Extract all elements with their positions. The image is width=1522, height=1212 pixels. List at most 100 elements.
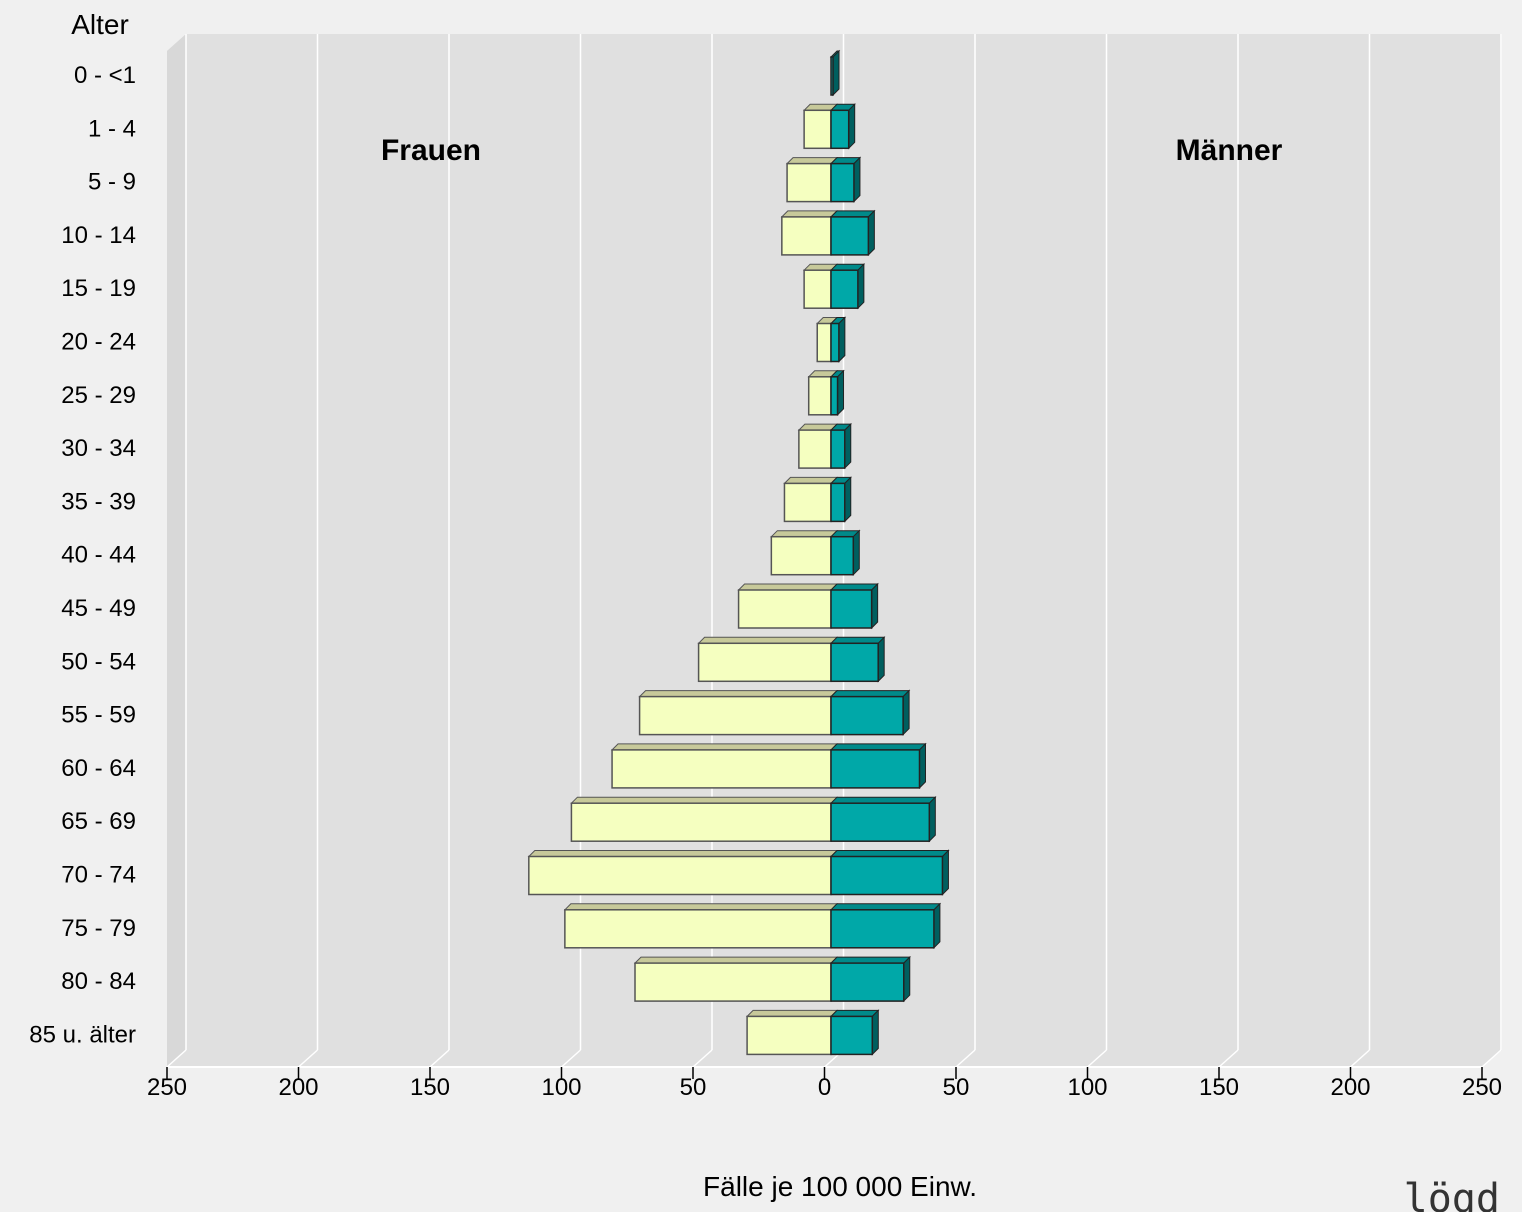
bar-maenner-side bbox=[941, 849, 949, 896]
bar-maenner-top bbox=[829, 796, 937, 804]
bar-frauen bbox=[528, 855, 832, 896]
gridline-floor bbox=[1218, 1049, 1239, 1068]
bar-maenner bbox=[830, 162, 855, 203]
gridline-floor bbox=[1086, 1049, 1108, 1068]
right-side-label: Männer bbox=[1176, 134, 1283, 167]
age-group-label: 40 - 44 bbox=[61, 542, 136, 569]
x-axis: 250 200 150 100 50 0 50 100 150 200 250 bbox=[147, 1066, 1502, 1101]
bar-frauen-top bbox=[527, 850, 839, 857]
bar-frauen bbox=[564, 909, 832, 949]
bar-maenner-top bbox=[829, 210, 876, 218]
gridline-floor bbox=[297, 1049, 319, 1068]
age-group-label: 1 - 4 bbox=[88, 115, 136, 142]
bar-frauen bbox=[783, 482, 832, 523]
gridline-floor bbox=[1349, 1049, 1371, 1068]
bar-group bbox=[829, 49, 841, 97]
bar-group bbox=[745, 1009, 880, 1056]
bar-frauen-top bbox=[697, 636, 839, 644]
age-group-label: 45 - 49 bbox=[61, 595, 136, 622]
bar-frauen-top bbox=[638, 690, 839, 698]
bar-maenner bbox=[830, 589, 873, 629]
bar-frauen bbox=[816, 322, 832, 363]
gridline-floor bbox=[560, 1049, 582, 1068]
age-group-label: 80 - 84 bbox=[61, 968, 136, 995]
age-group-label: 5 - 9 bbox=[88, 169, 136, 196]
bar-group bbox=[797, 422, 852, 470]
bar-maenner-side bbox=[933, 902, 941, 950]
x-tick-label: 250 bbox=[1462, 1074, 1502, 1101]
bar-maenner-side bbox=[867, 209, 875, 257]
bar-group bbox=[770, 529, 861, 576]
bar-frauen bbox=[770, 535, 832, 576]
bar-maenner-side bbox=[837, 369, 845, 417]
bar-maenner-side bbox=[903, 955, 911, 1003]
bar-frauen bbox=[798, 429, 832, 469]
x-axis-title: Fälle je 100 000 Einw. bbox=[703, 1171, 977, 1202]
gridline-floor bbox=[166, 1049, 187, 1068]
x-tick-label: 0 bbox=[818, 1074, 831, 1101]
bar-maenner bbox=[830, 962, 905, 1002]
bar-maenner bbox=[830, 56, 834, 96]
x-tick-label: 100 bbox=[541, 1074, 581, 1101]
bar-maenner bbox=[830, 429, 846, 469]
age-group-label: 25 - 29 bbox=[61, 382, 136, 409]
age-group-label: 55 - 59 bbox=[61, 702, 136, 729]
bar-maenner-side bbox=[918, 742, 926, 790]
x-tick-label: 50 bbox=[943, 1074, 970, 1101]
bar-group bbox=[807, 369, 845, 417]
logo-mark: lögd bbox=[1404, 1176, 1500, 1212]
bar-maenner-side bbox=[838, 316, 846, 363]
bar-frauen-top bbox=[563, 903, 839, 911]
bar-maenner-side bbox=[871, 1009, 879, 1056]
x-tick-label: 150 bbox=[410, 1074, 450, 1101]
age-group-label: 35 - 39 bbox=[61, 488, 136, 515]
age-group-label: 60 - 64 bbox=[61, 755, 136, 782]
bar-maenner-side bbox=[871, 582, 879, 630]
age-group-label: 15 - 19 bbox=[61, 275, 136, 302]
age-group-label: 30 - 34 bbox=[61, 435, 136, 462]
y-axis-title: Alter bbox=[71, 9, 129, 40]
age-group-label: 85 u. älter bbox=[29, 1021, 136, 1048]
bar-maenner-side bbox=[844, 476, 852, 523]
age-group-label: 20 - 24 bbox=[61, 329, 136, 356]
bar-frauen bbox=[611, 749, 832, 789]
bar-frauen-top bbox=[785, 157, 839, 165]
age-group-label: 50 - 54 bbox=[61, 648, 136, 675]
bar-maenner bbox=[830, 642, 879, 683]
bar-maenner bbox=[830, 802, 931, 842]
age-group-label: 10 - 14 bbox=[61, 222, 136, 249]
age-group-label: 75 - 79 bbox=[61, 915, 136, 942]
bar-group bbox=[633, 955, 911, 1003]
bar-maenner-side bbox=[928, 795, 936, 843]
x-tick-label: 100 bbox=[1067, 1074, 1107, 1101]
bar-frauen bbox=[638, 695, 832, 736]
bar-maenner-top bbox=[829, 956, 911, 964]
bar-maenner-top bbox=[829, 636, 886, 644]
wall-side-panel bbox=[167, 34, 186, 1067]
bar-maenner bbox=[830, 749, 921, 789]
bar-frauen-top bbox=[737, 583, 839, 591]
bar-frauen-top bbox=[780, 210, 839, 218]
bar-maenner bbox=[830, 535, 855, 576]
bar-maenner-side bbox=[848, 103, 856, 150]
bar-group bbox=[610, 742, 927, 790]
bar-frauen bbox=[570, 802, 832, 842]
bar-group bbox=[527, 849, 950, 896]
bar-maenner bbox=[830, 322, 840, 363]
bar-maenner-top bbox=[829, 1009, 880, 1017]
bar-frauen-top bbox=[783, 476, 839, 484]
bar-maenner-side bbox=[852, 529, 860, 576]
bar-maenner bbox=[830, 695, 904, 736]
bar-maenner-side bbox=[853, 156, 861, 203]
age-axis: 0 - <1 1 - 4 5 - 9 10 - 14 15 - 19 20 - 24 25 … bbox=[29, 62, 136, 1048]
bar-maenner bbox=[830, 909, 935, 949]
bar-frauen-top bbox=[745, 1009, 839, 1017]
bar-maenner-side bbox=[877, 636, 885, 683]
bar-maenner-top bbox=[829, 583, 879, 591]
bar-maenner-top bbox=[829, 903, 942, 911]
gridline-floor bbox=[429, 1049, 450, 1068]
left-side-label: Frauen bbox=[381, 134, 481, 167]
gridline-floor bbox=[1481, 1049, 1502, 1068]
